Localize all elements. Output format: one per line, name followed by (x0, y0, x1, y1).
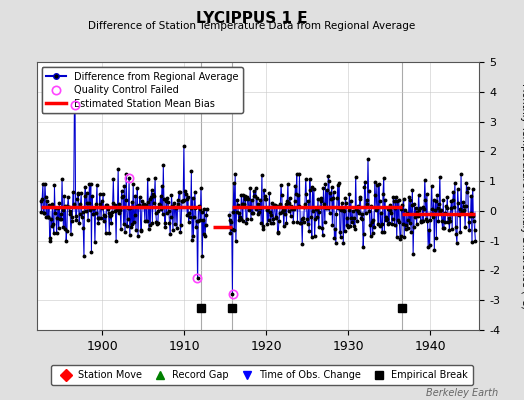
Text: LYCIPPUS 1 E: LYCIPPUS 1 E (195, 11, 308, 26)
Y-axis label: Monthly Temperature Anomaly Difference (°C): Monthly Temperature Anomaly Difference (… (520, 83, 524, 309)
Legend: Difference from Regional Average, Quality Control Failed, Estimated Station Mean: Difference from Regional Average, Qualit… (41, 67, 243, 113)
Text: Difference of Station Temperature Data from Regional Average: Difference of Station Temperature Data f… (88, 21, 415, 31)
Text: Berkeley Earth: Berkeley Earth (425, 388, 498, 398)
Legend: Station Move, Record Gap, Time of Obs. Change, Empirical Break: Station Move, Record Gap, Time of Obs. C… (51, 365, 473, 385)
